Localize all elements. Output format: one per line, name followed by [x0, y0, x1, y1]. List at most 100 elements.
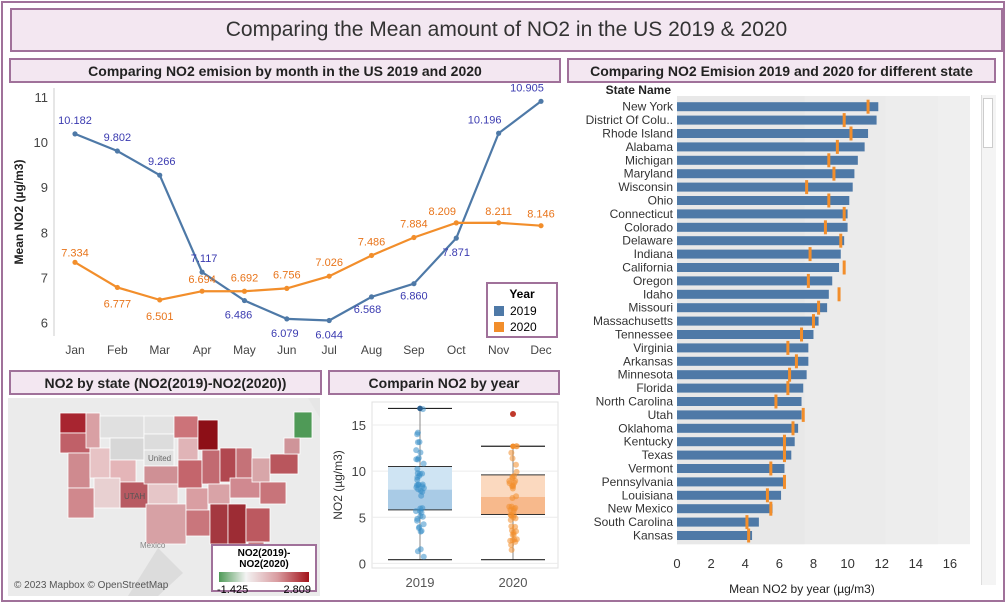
line-x-tick: Jul: [322, 343, 337, 357]
bar-2020-marker: [791, 421, 795, 436]
line-legend[interactable]: Year 2019 2020: [486, 282, 558, 338]
bar-2019: [677, 437, 795, 447]
line-x-tick: Mar: [149, 343, 170, 357]
bar-category-label: Arkansas: [623, 354, 673, 368]
bar-category-label: New Mexico: [608, 502, 674, 516]
line-series-2020: [74, 221, 542, 302]
bar-2020-marker: [769, 501, 773, 516]
bar-2019: [677, 477, 785, 487]
line-point-2019: [453, 235, 459, 241]
bar-2020-marker: [827, 193, 831, 208]
bar-category-label: Minnesota: [618, 368, 674, 382]
box-data-point: [507, 537, 514, 544]
bar-row-header: State Name: [606, 84, 672, 97]
bar-scrollbar-thumb[interactable]: [983, 98, 993, 148]
bar-2020-marker: [745, 515, 749, 530]
bar-2020-marker: [800, 327, 804, 342]
line-data-label-2019: 6.044: [315, 329, 343, 341]
bar-2020-marker: [842, 113, 846, 128]
bar-category-label: South Carolina: [594, 515, 674, 529]
bar-category-label: Kansas: [633, 529, 673, 543]
line-point-2020: [114, 284, 120, 291]
line-point-2019: [157, 172, 163, 178]
bar-2019: [677, 330, 814, 339]
bar-2020-marker: [782, 448, 786, 463]
line-data-label-2020: 6.692: [231, 272, 259, 284]
line-chart[interactable]: 6 7 8 9 10 11 Mean NO2 (µg/m3) Jan Feb Mar Apr May J…: [8, 84, 560, 366]
line-y-tick: 10: [34, 135, 48, 150]
bar-2020-marker: [774, 394, 778, 409]
bar-2019: [677, 397, 802, 406]
line-chart-title: Comparing NO2 emision by month in the US…: [9, 58, 561, 83]
line-point-2019: [411, 281, 417, 287]
bar-2019: [677, 504, 773, 514]
map-legend-min: -1.425: [217, 584, 249, 596]
bar-2020-marker: [832, 166, 836, 181]
legend-item-2020[interactable]: 2020: [494, 320, 556, 334]
bar-2020-marker: [823, 220, 827, 235]
map-label-utah: UTAH: [124, 492, 145, 501]
bar-x-tick: 8: [810, 556, 817, 571]
box-data-point: [414, 517, 421, 524]
box-y-tick: 5: [359, 510, 366, 525]
map-title: NO2 by state (NO2(2019)-NO2(2020)): [9, 370, 322, 395]
box-data-point: [419, 505, 426, 512]
bar-2019: [677, 343, 809, 353]
line-y-label: Mean NO2 (µg/m3): [12, 160, 26, 265]
line-point-2020: [199, 288, 205, 294]
box-data-point: [507, 506, 514, 513]
box-data-point: [509, 475, 516, 482]
bar-x-tick: 6: [776, 556, 783, 571]
box-y-tick: 0: [359, 556, 366, 571]
line-data-label-2019: 10.905: [510, 84, 544, 94]
line-x-tick: May: [233, 343, 256, 357]
legend-swatch-2020: [494, 322, 504, 332]
bar-category-label: North Carolina: [596, 395, 674, 409]
line-data-label-2020: 6.694: [188, 274, 216, 286]
box-data-point: [416, 438, 423, 445]
box-plot[interactable]: 0 5 10 15 NO2 (µg/m3) 2019 2020: [326, 396, 562, 596]
box-data-point: [509, 455, 516, 462]
box-data-point: [508, 546, 515, 553]
line-data-label-2019: 10.196: [468, 114, 502, 126]
line-data-label-2019: 7.871: [443, 247, 471, 259]
line-point-2020: [538, 223, 544, 229]
line-point-2020: [326, 273, 332, 279]
bar-x-tick: 16: [943, 556, 957, 571]
line-point-2020: [368, 252, 375, 259]
state-map[interactable]: UTAH United Mexico © 2023 Mapbox © OpenS…: [8, 398, 320, 596]
bar-2019: [677, 263, 840, 272]
line-data-label-2020: 7.486: [358, 236, 386, 248]
bar-category-label: Indiana: [634, 247, 674, 261]
line-y-tick: 8: [41, 225, 48, 240]
box-data-point: [512, 515, 519, 522]
bar-2019: [677, 316, 819, 326]
bar-category-label: Connecticut: [610, 207, 674, 221]
bar-2020-marker: [811, 314, 815, 329]
line-data-label-2019: 6.486: [225, 310, 253, 322]
bar-scrollbar[interactable]: [981, 95, 996, 585]
box-title: Comparin NO2 by year: [328, 370, 560, 395]
bar-x-label: Mean NO2 by year (µg/m3): [729, 582, 875, 596]
line-x-tick: Aug: [361, 343, 382, 357]
bar-2020-marker: [782, 434, 786, 449]
bar-category-label: Michigan: [625, 153, 673, 167]
map-color-legend: NO2(2019)-NO2(2020) -1.425 2.809: [211, 544, 317, 596]
bar-2020-marker: [827, 153, 831, 168]
bar-category-label: Virginia: [633, 341, 673, 355]
line-data-label-2020: 7.884: [400, 219, 428, 231]
line-point-2020: [284, 285, 290, 291]
box-data-point: [420, 460, 427, 467]
box-data-point: [508, 512, 515, 519]
box-data-point: [414, 431, 421, 438]
bar-category-label: California: [622, 261, 673, 275]
legend-item-2019[interactable]: 2019: [494, 304, 556, 318]
line-data-label-2019: 10.182: [58, 115, 92, 127]
line-data-label-2019: 6.860: [400, 291, 428, 303]
bar-2020-marker: [842, 206, 846, 221]
bar-category-label: Rhode Island: [602, 127, 673, 141]
bar-category-label: Louisiana: [622, 488, 674, 502]
bar-category-label: Maryland: [624, 167, 673, 181]
box-data-point: [512, 504, 519, 511]
